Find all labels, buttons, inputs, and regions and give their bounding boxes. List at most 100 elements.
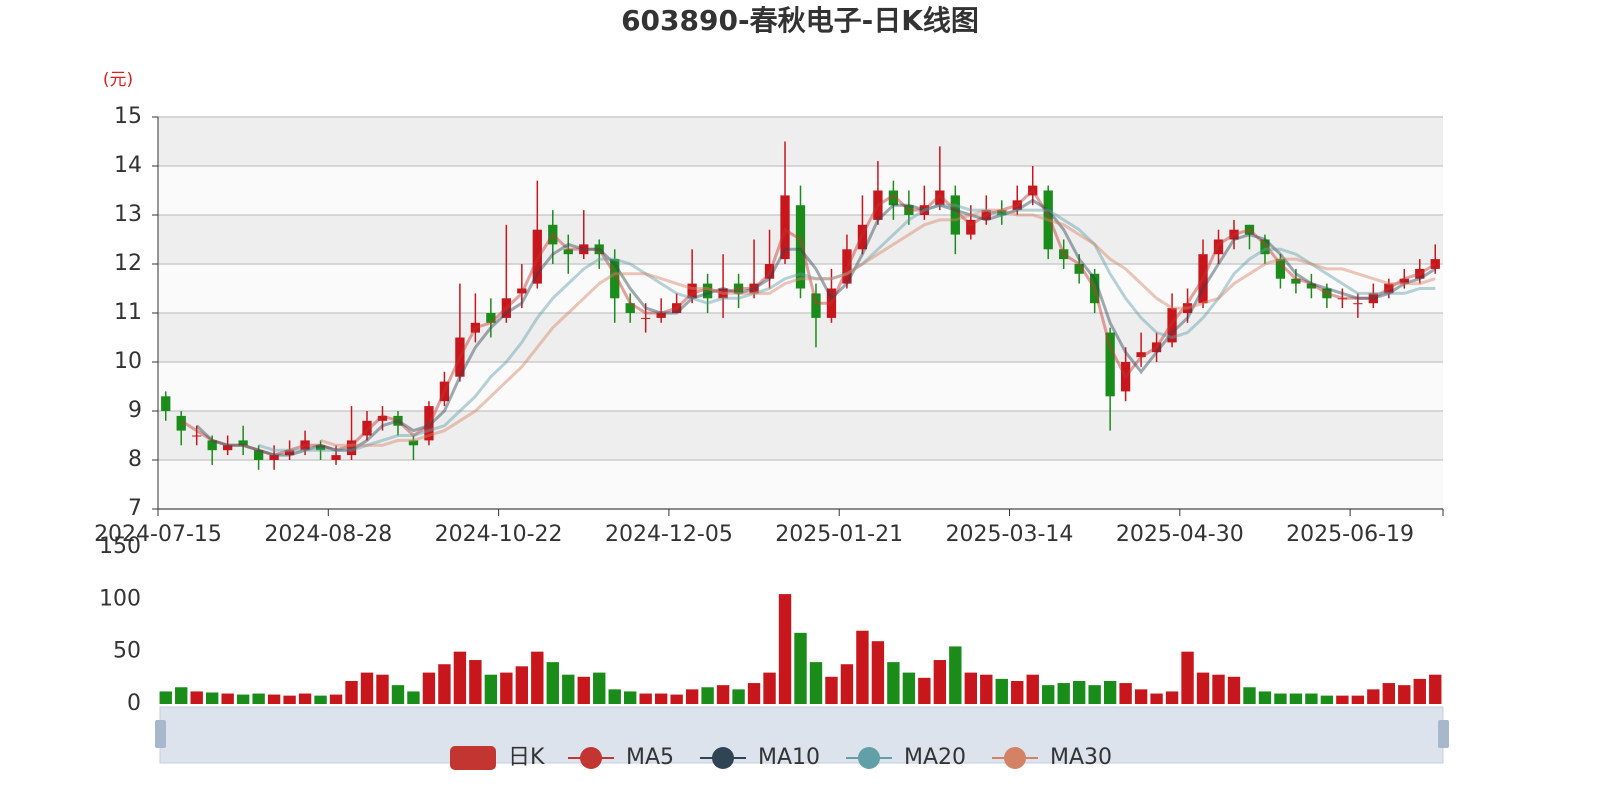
volume-bar — [1150, 693, 1163, 704]
candle-body — [346, 440, 357, 456]
candle-body — [439, 381, 450, 402]
candle-body — [269, 455, 279, 460]
volume-bar — [1274, 693, 1287, 704]
volume-bar — [1258, 691, 1272, 704]
legend-icon — [1004, 747, 1026, 769]
volume-bar — [546, 662, 559, 704]
candle-body — [1043, 190, 1053, 250]
volume-bar — [1243, 687, 1256, 704]
candle-body — [176, 415, 186, 431]
candle-body — [641, 317, 651, 319]
data-zoom-slider[interactable] — [159, 706, 1444, 764]
volume-bar — [345, 680, 358, 704]
volume-bar — [1134, 689, 1148, 704]
candle-body — [1028, 185, 1038, 196]
candle-body — [1384, 283, 1394, 294]
volume-bar — [949, 646, 962, 704]
candle-body — [315, 445, 326, 451]
volume-bar — [159, 691, 172, 704]
x-tick-label: 2024-10-22 — [435, 522, 563, 547]
candle-body — [238, 440, 248, 446]
volume-bar — [1289, 693, 1303, 704]
candle-body — [517, 288, 527, 294]
candle-body — [1074, 264, 1084, 274]
candle-body — [764, 264, 775, 279]
volume-bar — [608, 689, 621, 704]
candle-body — [1337, 298, 1348, 300]
volume-bar — [1181, 651, 1194, 704]
zoom-handle[interactable] — [155, 720, 166, 748]
candle-body — [981, 210, 991, 220]
legend-icon — [712, 747, 734, 769]
volume-bar — [236, 694, 250, 704]
ma-line — [195, 198, 1437, 457]
volume-bar — [825, 676, 838, 704]
volume-bar — [314, 695, 327, 704]
candle-body — [1059, 249, 1069, 260]
candle-body — [501, 298, 511, 318]
volume-bar — [1103, 680, 1117, 704]
candle-body — [563, 249, 573, 255]
candle-body — [424, 406, 434, 441]
candle-body — [253, 450, 264, 460]
volume-bar — [1042, 685, 1055, 704]
volume-bar — [1026, 674, 1039, 704]
y-axis-unit: (元) — [103, 70, 133, 90]
candle-body — [826, 288, 837, 318]
candle-body — [1120, 362, 1131, 392]
zoom-handle[interactable] — [1438, 720, 1449, 748]
volume-bar — [562, 674, 575, 704]
legend-label: MA10 — [758, 745, 820, 770]
volume-bar — [701, 687, 714, 704]
candle-body — [1368, 293, 1378, 304]
candle-body — [811, 293, 821, 318]
candle-body — [486, 313, 496, 323]
candle-body — [207, 440, 217, 451]
legend-icon[interactable] — [450, 746, 496, 770]
ma-line — [320, 208, 1436, 447]
y-tick-label: 11 — [114, 300, 142, 325]
volume-bar — [1011, 680, 1024, 704]
volume-bar — [732, 689, 745, 704]
plot-band — [158, 362, 1443, 411]
candle-body — [532, 229, 542, 284]
volume-bar — [856, 630, 869, 704]
volume-bar — [1413, 678, 1426, 704]
candle-body — [1136, 352, 1146, 358]
volume-bar — [1196, 672, 1210, 704]
volume-bar — [778, 594, 792, 704]
volume-bar — [1305, 693, 1318, 704]
volume-bar — [670, 694, 683, 704]
candle-body — [594, 244, 604, 255]
legend-label: MA20 — [904, 745, 966, 770]
volume-bar — [283, 695, 296, 704]
volume-bar — [1320, 695, 1334, 704]
candle-body — [1399, 278, 1409, 284]
volume-bar — [639, 693, 652, 704]
candle-body — [1012, 200, 1022, 211]
candle-body — [997, 210, 1007, 215]
candle-body — [284, 450, 295, 456]
candle-body — [1182, 303, 1193, 313]
volume-bar — [500, 672, 513, 704]
y-tick-label: 9 — [128, 398, 142, 423]
volume-bar — [763, 672, 776, 704]
y-tick-label: 12 — [114, 251, 142, 276]
candle-body — [408, 440, 419, 446]
candle-body — [223, 445, 233, 451]
candle-body — [873, 190, 883, 220]
x-tick-label: 2024-07-15 — [94, 522, 222, 547]
ma-line — [258, 203, 1436, 452]
volume-bar — [531, 651, 544, 704]
y-tick-label: 8 — [128, 447, 142, 472]
volume-bar — [438, 664, 451, 704]
candle-body — [1167, 308, 1177, 343]
volume-bar — [593, 672, 606, 704]
candle-body — [1090, 273, 1100, 304]
volume-bar — [887, 662, 900, 704]
candle-body — [1244, 224, 1255, 235]
volume-bar — [1382, 683, 1396, 704]
x-tick-label: 2025-04-30 — [1116, 522, 1244, 547]
volume-bar — [1088, 685, 1101, 704]
